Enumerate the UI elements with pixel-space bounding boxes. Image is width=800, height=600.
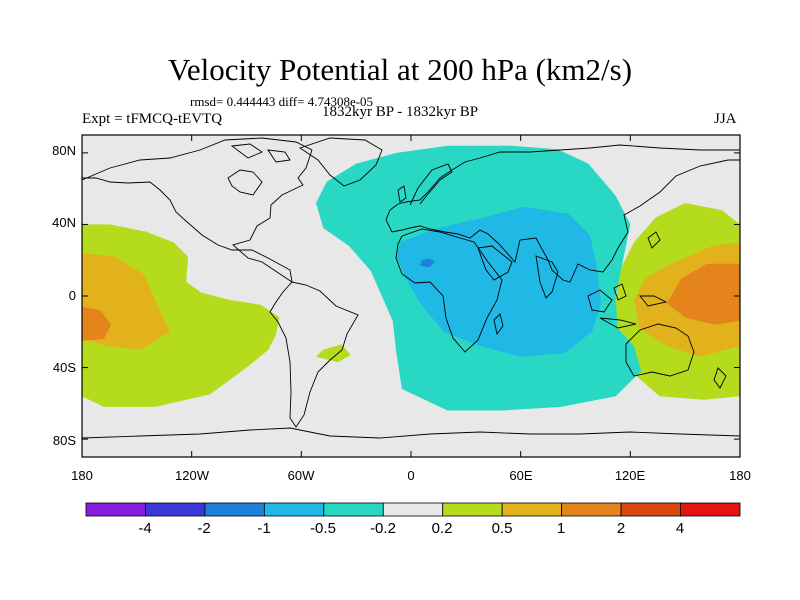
colorbar-labels: -4 -2 -1 -0.5 -0.2 0.2 0.5 1 2 4 xyxy=(138,520,684,537)
lon-labels: 180 120W 60W 0 60E 120E 180 xyxy=(71,468,751,483)
colorbar-box-7 xyxy=(501,502,563,517)
level-label-02: 0.2 xyxy=(432,520,453,537)
colorbar-box-0 xyxy=(85,502,146,517)
level-label-m2: -2 xyxy=(197,520,210,537)
lat-label-40n: 40N xyxy=(52,215,76,230)
contour-region-6 xyxy=(82,306,112,341)
colorbar-box-6 xyxy=(442,502,503,517)
experiment-label: Expt = tFMCQ-tEVTQ xyxy=(82,111,223,127)
lon-label-120w: 120W xyxy=(175,468,210,483)
lon-label-180w: 180 xyxy=(71,468,93,483)
lat-label-0: 0 xyxy=(69,288,76,303)
colorbar-box-4 xyxy=(323,502,384,517)
colorbar-box-8 xyxy=(561,502,622,517)
level-label-05: 0.5 xyxy=(492,520,513,537)
lon-label-0: 0 xyxy=(407,468,414,483)
level-label-1: 1 xyxy=(557,520,565,537)
contour-region-10 xyxy=(420,258,435,268)
colorbar-box-5 xyxy=(382,502,444,517)
colorbar-box-3 xyxy=(263,502,325,517)
level-label-m02: -0.2 xyxy=(370,520,396,537)
level-label-m05: -0.5 xyxy=(310,520,336,537)
lat-labels: 80N 40N 0 40S 80S xyxy=(52,143,76,448)
coastlines xyxy=(82,137,740,439)
lon-label-180e: 180 xyxy=(729,468,751,483)
map-title: Velocity Potential at 200 hPa (km2/s) xyxy=(167,52,633,87)
lon-label-60w: 60W xyxy=(288,468,315,483)
lat-label-40s: 40S xyxy=(53,360,76,375)
contour-region-7 xyxy=(666,263,740,325)
lon-label-60e: 60E xyxy=(509,468,532,483)
level-label-m1: -1 xyxy=(257,520,270,537)
lat-label-80s: 80S xyxy=(53,433,76,448)
period-label: 1832kyr BP - 1832kyr BP xyxy=(322,104,479,120)
level-label-m4: -4 xyxy=(138,520,151,537)
colorbar-box-1 xyxy=(145,502,206,517)
axis-ticks xyxy=(81,135,741,457)
level-label-2: 2 xyxy=(617,520,625,537)
colorbar-box-2 xyxy=(204,502,265,517)
colorbar-box-10 xyxy=(680,502,741,517)
colorbar xyxy=(85,502,741,517)
lon-label-120e: 120E xyxy=(615,468,646,483)
contour-region-9 xyxy=(396,206,602,357)
stats-text: rmsd= 0.444443 diff= 4.74308e-05 xyxy=(190,94,374,109)
contour-fills xyxy=(82,145,740,411)
lat-label-80n: 80N xyxy=(52,143,76,158)
contour-region-3 xyxy=(209,322,238,339)
colorbar-box-9 xyxy=(620,502,681,517)
level-label-4: 4 xyxy=(676,520,684,537)
season-label: JJA xyxy=(714,111,737,127)
